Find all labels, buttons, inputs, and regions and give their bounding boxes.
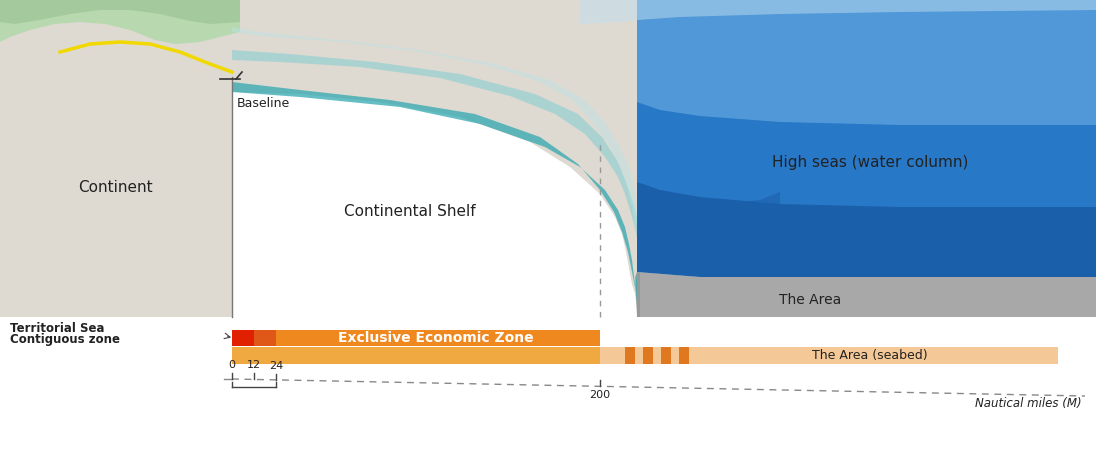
Polygon shape xyxy=(232,72,637,304)
Text: Contiguous zone: Contiguous zone xyxy=(10,334,119,346)
Text: Continent: Continent xyxy=(78,179,152,194)
Polygon shape xyxy=(232,20,637,232)
Polygon shape xyxy=(232,330,600,346)
Text: 24: 24 xyxy=(269,361,283,371)
Text: The Area: The Area xyxy=(779,293,841,307)
Polygon shape xyxy=(637,272,640,317)
Text: Baseline: Baseline xyxy=(237,97,290,110)
Polygon shape xyxy=(232,330,600,346)
Polygon shape xyxy=(635,272,1096,317)
Polygon shape xyxy=(680,347,689,364)
Polygon shape xyxy=(625,347,635,364)
Polygon shape xyxy=(637,192,780,220)
Text: Exclusive Economic Zone: Exclusive Economic Zone xyxy=(339,331,534,345)
Polygon shape xyxy=(232,347,1058,364)
Polygon shape xyxy=(637,0,1096,207)
Polygon shape xyxy=(232,330,254,346)
Polygon shape xyxy=(643,347,653,364)
Text: 0: 0 xyxy=(228,360,236,370)
Text: 200: 200 xyxy=(590,390,610,400)
Polygon shape xyxy=(637,0,1096,277)
Polygon shape xyxy=(276,330,600,346)
Polygon shape xyxy=(232,42,637,237)
Polygon shape xyxy=(0,0,240,44)
Text: Nautical miles (M): Nautical miles (M) xyxy=(975,397,1082,411)
Text: 12: 12 xyxy=(247,361,261,371)
Polygon shape xyxy=(0,0,1096,317)
Text: High seas (water column): High seas (water column) xyxy=(772,154,968,169)
Polygon shape xyxy=(637,0,1096,125)
Polygon shape xyxy=(232,347,600,364)
Text: The Area (seabed): The Area (seabed) xyxy=(812,349,928,362)
Polygon shape xyxy=(580,0,1096,24)
Polygon shape xyxy=(661,347,671,364)
Polygon shape xyxy=(254,330,276,346)
Text: Territorial Sea: Territorial Sea xyxy=(10,322,104,336)
Text: Continental Shelf: Continental Shelf xyxy=(344,204,476,219)
Polygon shape xyxy=(0,0,240,24)
